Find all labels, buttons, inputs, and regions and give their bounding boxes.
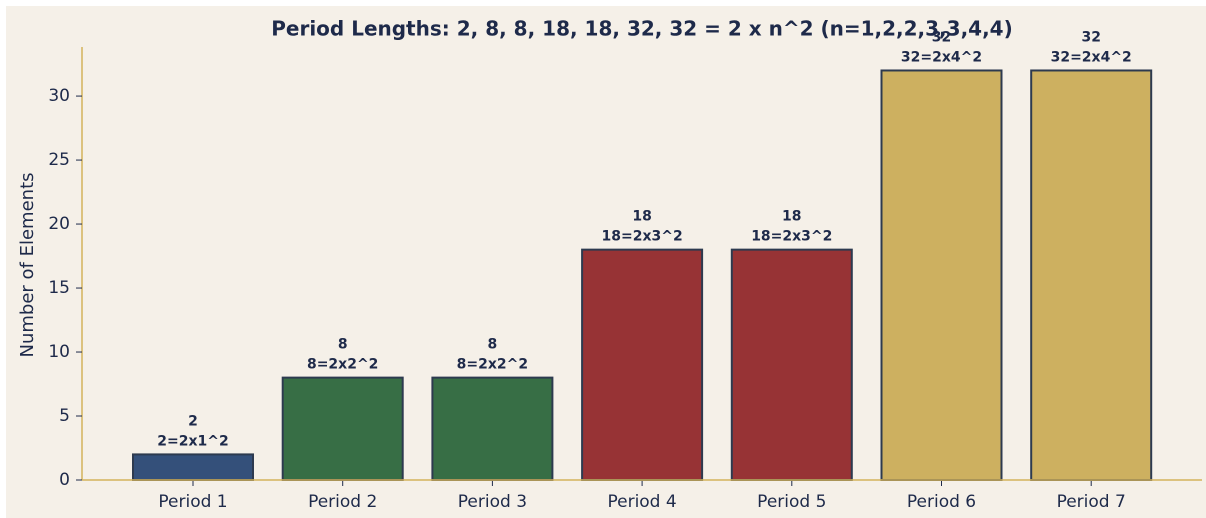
value-label: 32 (932, 29, 951, 45)
y-tick-label: 0 (59, 470, 70, 490)
bar (1030, 69, 1153, 481)
y-tick-label: 15 (48, 278, 70, 298)
y-tick-label: 10 (48, 342, 70, 362)
bar-annotation: 2=2x1^2 (157, 433, 228, 449)
x-tick-label: Period 7 (1057, 492, 1126, 512)
bar-annotation: 18=2x3^2 (751, 229, 832, 245)
bar-annotation: 18=2x3^2 (601, 229, 682, 245)
x-tick-label: Period 2 (308, 492, 377, 512)
bar (581, 248, 704, 481)
value-label: 18 (632, 209, 651, 225)
y-tick-label: 30 (48, 86, 70, 106)
y-tick-label: 20 (48, 214, 70, 234)
value-label: 8 (338, 337, 348, 353)
y-tick-label: 25 (48, 150, 70, 170)
x-tick-label: Period 1 (158, 492, 227, 512)
y-tick-label: 5 (59, 406, 70, 426)
bar-annotation: 32=2x4^2 (901, 49, 982, 65)
bar-annotation: 8=2x2^2 (307, 357, 378, 373)
value-label: 32 (1081, 29, 1100, 45)
bar (431, 376, 554, 481)
bar (132, 453, 254, 481)
value-label: 18 (782, 209, 801, 225)
x-tick-label: Period 4 (607, 492, 676, 512)
value-label: 2 (188, 413, 198, 429)
x-tick-label: Period 3 (458, 492, 527, 512)
bar (281, 376, 404, 481)
x-tick-label: Period 5 (757, 492, 826, 512)
bar (880, 69, 1003, 481)
chart-title: Period Lengths: 2, 8, 8, 18, 18, 32, 32 … (271, 17, 1013, 41)
x-tick-label: Period 6 (907, 492, 976, 512)
bar-annotation: 32=2x4^2 (1051, 49, 1132, 65)
value-label: 8 (488, 337, 498, 353)
y-axis-label: Number of Elements (17, 172, 38, 357)
bar (730, 248, 853, 481)
bar-annotation: 8=2x2^2 (457, 357, 528, 373)
